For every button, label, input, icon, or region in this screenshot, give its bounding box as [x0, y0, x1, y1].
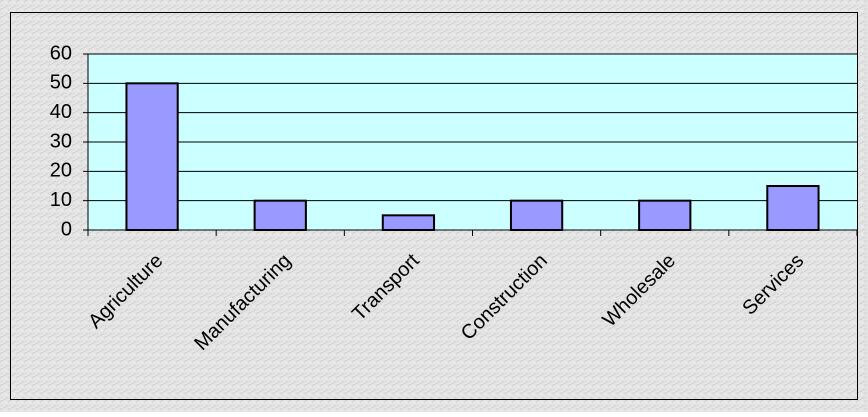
bar [253, 199, 307, 232]
bar [638, 199, 692, 232]
y-tick-label: 20 [50, 160, 72, 182]
y-tick-label: 40 [50, 101, 72, 123]
bar [509, 199, 564, 232]
y-tick-label: 60 [50, 42, 72, 64]
bar [381, 214, 436, 231]
y-tick-label: 0 [61, 218, 72, 240]
y-tick-label: 50 [50, 72, 72, 94]
bar [125, 82, 179, 232]
bar [766, 185, 820, 231]
chart-border [10, 12, 858, 400]
y-tick-label: 30 [50, 130, 72, 152]
y-tick-label: 10 [50, 189, 72, 211]
